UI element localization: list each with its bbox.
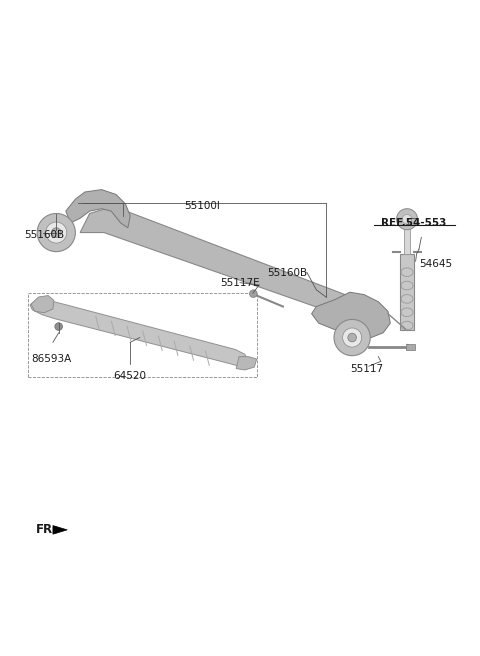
- Circle shape: [55, 323, 62, 331]
- Text: 55100I: 55100I: [184, 201, 220, 211]
- Circle shape: [250, 290, 257, 297]
- Circle shape: [348, 333, 357, 342]
- Bar: [28, 293, 257, 377]
- Polygon shape: [30, 299, 250, 367]
- Circle shape: [343, 328, 362, 347]
- Text: 55117: 55117: [350, 363, 383, 373]
- Bar: [406, 344, 415, 350]
- Circle shape: [37, 213, 75, 252]
- Text: 54645: 54645: [419, 258, 452, 268]
- Bar: [404, 223, 410, 254]
- Circle shape: [402, 215, 412, 224]
- Polygon shape: [80, 206, 364, 318]
- Circle shape: [396, 209, 418, 230]
- Circle shape: [334, 319, 370, 356]
- Text: FR.: FR.: [36, 523, 58, 537]
- Polygon shape: [66, 190, 130, 228]
- Text: 55117E: 55117E: [220, 277, 260, 288]
- Polygon shape: [31, 296, 54, 313]
- Bar: [400, 254, 414, 331]
- Text: 55160B: 55160B: [268, 268, 308, 278]
- Polygon shape: [53, 525, 67, 534]
- Text: REF.54-553: REF.54-553: [382, 218, 447, 228]
- Circle shape: [51, 228, 61, 237]
- Polygon shape: [312, 292, 390, 338]
- Text: 86593A: 86593A: [31, 354, 72, 364]
- Circle shape: [46, 222, 67, 243]
- Text: 55160B: 55160B: [24, 230, 64, 240]
- Text: 64520: 64520: [114, 371, 147, 380]
- Polygon shape: [236, 357, 257, 370]
